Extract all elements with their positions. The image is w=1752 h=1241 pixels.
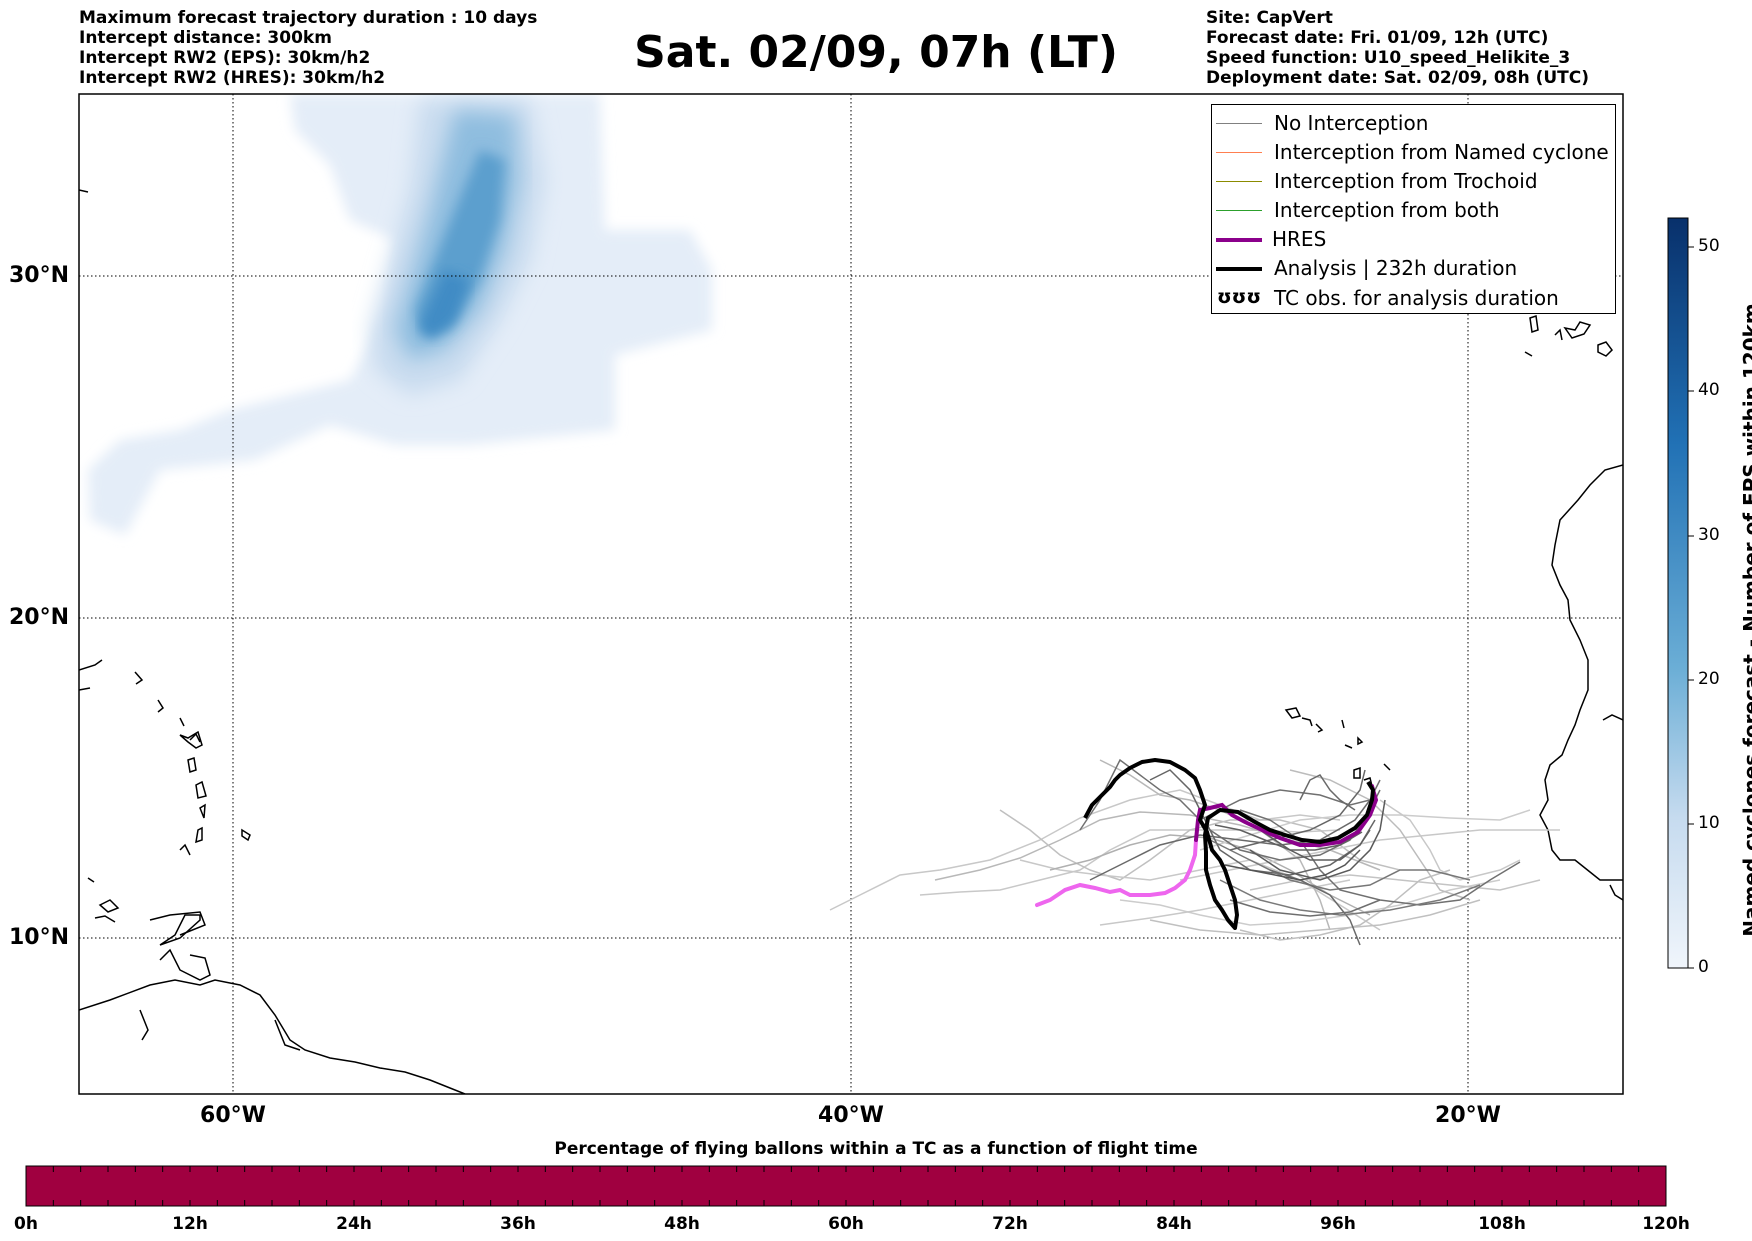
legend-swatch [1216, 181, 1262, 182]
percentage-bar-tick-label: 120h [1642, 1214, 1690, 1234]
legend-label: TC obs. for analysis duration [1274, 286, 1559, 310]
legend-item-trochoid: Interception from Trochoid [1212, 168, 1615, 197]
header-right: Site: CapVert Forecast date: Fri. 01/09,… [1206, 8, 1589, 88]
legend-item-named-cyclone: Interception from Named cyclone [1212, 139, 1615, 168]
lat-label-30n: 30°N [9, 263, 70, 288]
header-left-line-3: Intercept RW2 (EPS): 30km/h2 [79, 48, 371, 68]
percentage-bar-tick-label: 0h [14, 1214, 38, 1234]
colorbar-label: Named cyclones forecast - Number of EPS … [1739, 303, 1752, 937]
lon-label-40w: 40°W [818, 1103, 884, 1128]
colorbar-tick-10: 10 [1698, 813, 1720, 833]
percentage-bar-tick-label: 108h [1478, 1214, 1526, 1234]
legend-item-both: Interception from both [1212, 197, 1615, 226]
percentage-bar-tick-label: 72h [992, 1214, 1028, 1234]
legend-swatch [1216, 267, 1262, 271]
legend-label: Interception from Trochoid [1274, 169, 1538, 193]
analysis-trajectory [1083, 758, 1375, 930]
header-left-line-4: Intercept RW2 (HRES): 30km/h2 [79, 68, 386, 88]
percentage-bar-tick-label: 48h [664, 1214, 700, 1234]
cyclone-density-field [88, 94, 712, 535]
colorbar-tick-20: 20 [1698, 669, 1720, 689]
percentage-bar-tick-label: 84h [1156, 1214, 1192, 1234]
percentage-bar-title: Percentage of flying ballons within a TC… [554, 1139, 1198, 1159]
header-right-line-4: Deployment date: Sat. 02/09, 08h (UTC) [1206, 68, 1590, 88]
legend-swatch [1216, 152, 1262, 153]
tc-symbol-icon: ʊʊʊ [1217, 286, 1262, 308]
header-right-line-3: Speed function: U10_speed_Helikite_3 [1206, 48, 1571, 68]
percentage-bar [25, 1165, 1667, 1207]
legend-item-no-interception: No Interception [1212, 110, 1615, 139]
legend-label: Interception from Named cyclone [1274, 140, 1609, 164]
legend-item-tc-obs: ʊʊʊ TC obs. for analysis duration [1212, 285, 1615, 314]
percentage-bar-tick-label: 36h [500, 1214, 536, 1234]
lon-label-60w: 60°W [200, 1103, 266, 1128]
colorbar-tick-30: 30 [1698, 525, 1720, 545]
legend-label: Interception from both [1274, 198, 1500, 222]
header-left: Maximum forecast trajectory duration : 1… [79, 8, 537, 88]
legend-item-hres: HRES [1212, 226, 1615, 255]
lat-label-20n: 20°N [9, 605, 70, 630]
legend-item-analysis: Analysis | 232h duration [1212, 255, 1615, 284]
colorbar-tick-40: 40 [1698, 380, 1720, 400]
map-legend: No Interception Interception from Named … [1211, 104, 1616, 314]
map-gridlines [79, 94, 1623, 1094]
colorbar-tick-0: 0 [1698, 957, 1709, 977]
colorbar-tick-50: 50 [1698, 236, 1720, 256]
header-right-line-2: Forecast date: Fri. 01/09, 12h (UTC) [1206, 28, 1549, 48]
header-right-line-1: Site: CapVert [1206, 8, 1333, 28]
coastlines [79, 189, 1623, 1094]
legend-swatch [1216, 238, 1262, 242]
map-frame [78, 93, 1624, 1095]
page-title: Sat. 02/09, 07h (LT) [634, 27, 1118, 78]
header-left-line-1: Maximum forecast trajectory duration : 1… [79, 8, 538, 28]
percentage-bar-tick-label: 60h [828, 1214, 864, 1234]
legend-swatch [1216, 210, 1262, 211]
percentage-bar-tick-label: 96h [1320, 1214, 1356, 1234]
legend-label: HRES [1272, 227, 1327, 251]
header-left-line-2: Intercept distance: 300km [79, 28, 332, 48]
lat-label-10n: 10°N [9, 925, 70, 950]
legend-label: Analysis | 232h duration [1274, 256, 1518, 280]
lon-label-20w: 20°W [1435, 1103, 1501, 1128]
percentage-bar-tick-label: 24h [336, 1214, 372, 1234]
percentage-bar-tick-label: 12h [172, 1214, 208, 1234]
named-cyclone-colorbar [1667, 217, 1694, 969]
legend-swatch [1216, 123, 1262, 124]
legend-label: No Interception [1274, 111, 1429, 135]
